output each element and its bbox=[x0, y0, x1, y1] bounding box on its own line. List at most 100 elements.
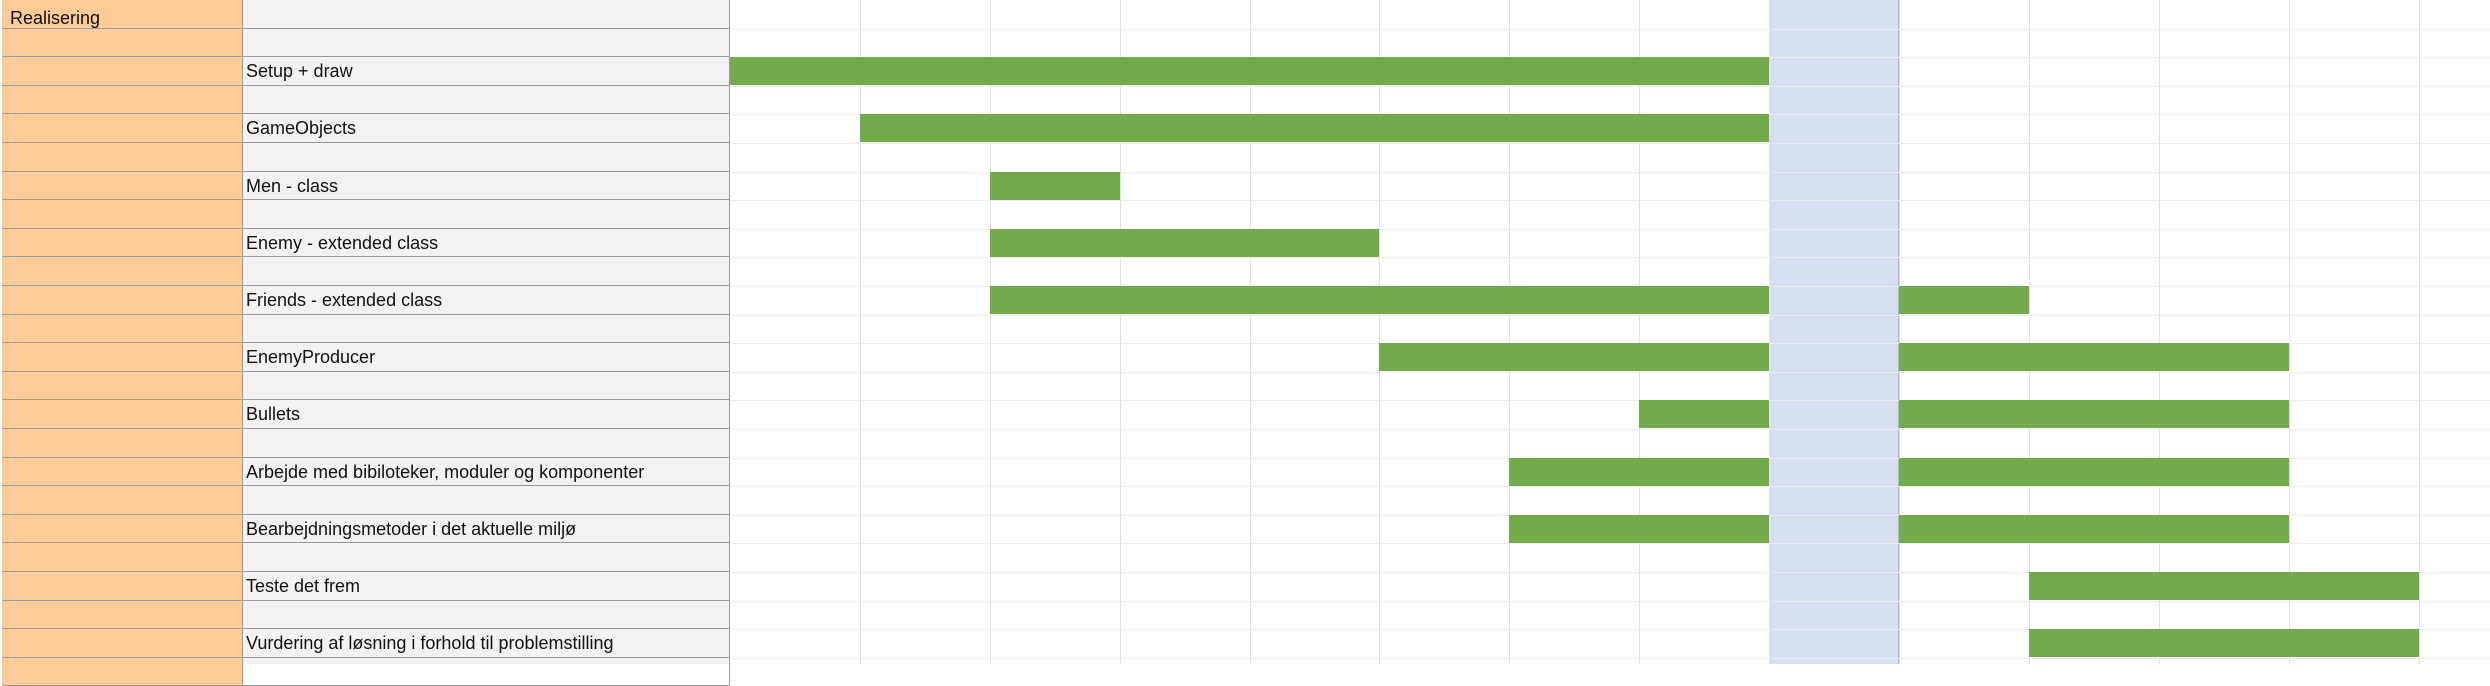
row-gridline bbox=[730, 171, 2490, 173]
gantt-bar[interactable] bbox=[1509, 457, 1770, 486]
row-gridline bbox=[730, 200, 2490, 202]
task-label: Vurdering af løsning i forhold til probl… bbox=[246, 633, 614, 654]
gantt-bar[interactable] bbox=[989, 286, 1770, 314]
row-gridline bbox=[730, 629, 2490, 631]
task-cell[interactable] bbox=[242, 486, 730, 515]
task-cell[interactable] bbox=[242, 171, 730, 201]
section-cell[interactable] bbox=[2, 572, 242, 601]
section-cell[interactable] bbox=[2, 257, 242, 286]
week-gridline bbox=[2158, 0, 2160, 664]
section-cell[interactable] bbox=[2, 143, 242, 172]
section-cell[interactable] bbox=[2, 57, 242, 86]
gantt-bar[interactable] bbox=[730, 57, 1770, 86]
task-cell[interactable] bbox=[242, 0, 730, 29]
section-cell[interactable] bbox=[2, 629, 242, 658]
gantt-timeline bbox=[730, 0, 2490, 664]
row-gridline bbox=[730, 228, 2490, 230]
row-gridline bbox=[730, 572, 2490, 573]
row-gridline bbox=[730, 400, 2490, 402]
section-cell[interactable] bbox=[2, 200, 242, 229]
task-label: Arbejde med bibiloteker, moduler og komp… bbox=[246, 461, 645, 482]
gantt-bar[interactable] bbox=[1639, 400, 1770, 429]
week-gridline bbox=[1119, 0, 1121, 664]
section-title: Realisering bbox=[10, 8, 101, 28]
task-cell[interactable] bbox=[242, 228, 730, 258]
section-cell[interactable] bbox=[2, 228, 242, 258]
section-cell[interactable] bbox=[2, 514, 242, 544]
task-cell[interactable] bbox=[242, 429, 730, 458]
gantt-bar[interactable] bbox=[1899, 343, 2289, 372]
gantt-bar[interactable] bbox=[859, 114, 1770, 143]
section-cell[interactable] bbox=[2, 400, 242, 429]
week-gridline bbox=[859, 0, 861, 664]
task-label: Teste det frem bbox=[246, 576, 361, 596]
row-gridline bbox=[730, 371, 2490, 373]
week-gridline bbox=[1249, 0, 1251, 664]
task-cell[interactable] bbox=[242, 200, 730, 229]
task-label-column: Setup + draw GameObjects Men - class Enemy … bbox=[242, 0, 730, 686]
gantt-bar[interactable] bbox=[989, 171, 1120, 200]
gantt-bar[interactable] bbox=[2028, 572, 2419, 600]
section-cell[interactable] bbox=[2, 457, 242, 487]
gantt-bar[interactable] bbox=[2028, 629, 2419, 658]
section-cell[interactable] bbox=[2, 657, 242, 686]
task-label: Friends - extended class bbox=[246, 290, 443, 310]
break-week-highlight bbox=[1769, 0, 1899, 664]
row-gridline bbox=[730, 486, 2490, 488]
task-label: EnemyProducer bbox=[246, 347, 376, 368]
gantt-bar[interactable] bbox=[1899, 457, 2289, 486]
gantt-bar[interactable] bbox=[1899, 286, 2029, 314]
section-cell[interactable] bbox=[2, 286, 242, 315]
section-cell[interactable] bbox=[2, 486, 242, 515]
row-gridline bbox=[730, 85, 2490, 87]
task-cell[interactable] bbox=[242, 400, 730, 429]
gantt-bar[interactable] bbox=[1379, 343, 1770, 372]
gantt-bar[interactable] bbox=[989, 228, 1380, 257]
week-gridline bbox=[1639, 0, 1641, 664]
task-cell[interactable] bbox=[242, 514, 730, 544]
task-cell[interactable] bbox=[242, 114, 730, 143]
section-cell[interactable] bbox=[2, 171, 242, 201]
section-cell[interactable] bbox=[2, 343, 242, 372]
task-cell[interactable] bbox=[242, 314, 730, 344]
section-cell[interactable] bbox=[2, 371, 242, 401]
task-cell[interactable] bbox=[242, 85, 730, 115]
task-cell[interactable] bbox=[242, 457, 730, 487]
section-cell[interactable] bbox=[2, 85, 242, 115]
section-cell[interactable] bbox=[2, 114, 242, 143]
row-gridline bbox=[730, 257, 2490, 259]
row-gridline bbox=[730, 314, 2490, 316]
section-cell[interactable] bbox=[2, 543, 242, 572]
task-cell[interactable] bbox=[242, 286, 730, 315]
section-cell[interactable] bbox=[2, 600, 242, 630]
section-cell[interactable] bbox=[2, 314, 242, 344]
task-label: GameObjects bbox=[246, 118, 357, 139]
task-cell[interactable] bbox=[242, 572, 730, 601]
task-cell[interactable] bbox=[242, 57, 730, 86]
task-cell[interactable] bbox=[242, 629, 730, 658]
task-cell[interactable] bbox=[242, 371, 730, 401]
task-cell[interactable] bbox=[242, 143, 730, 172]
task-label: Bearbejdningsmetoder i det aktuelle milj… bbox=[246, 518, 577, 539]
section-column: Realisering bbox=[2, 0, 242, 686]
section-cell[interactable] bbox=[2, 429, 242, 458]
row-gridline bbox=[730, 600, 2490, 602]
task-label: Men - class bbox=[246, 175, 339, 196]
row-gridline bbox=[730, 657, 2490, 659]
gantt-bar[interactable] bbox=[1899, 400, 2289, 429]
task-cell[interactable] bbox=[242, 257, 730, 286]
task-cell[interactable] bbox=[242, 657, 730, 686]
section-cell[interactable] bbox=[2, 28, 242, 58]
section-cell[interactable]: Realisering bbox=[2, 0, 242, 29]
row-gridline bbox=[730, 429, 2490, 430]
week-gridline bbox=[989, 0, 991, 664]
task-cell[interactable] bbox=[242, 343, 730, 372]
gantt-bar[interactable] bbox=[1899, 514, 2289, 543]
task-cell[interactable] bbox=[242, 600, 730, 630]
task-label: Enemy - extended class bbox=[246, 232, 439, 253]
task-cell[interactable] bbox=[242, 543, 730, 572]
gantt-bar[interactable] bbox=[1509, 514, 1770, 543]
row-gridline bbox=[730, 28, 2490, 30]
task-cell[interactable] bbox=[242, 28, 730, 58]
week-gridline bbox=[2028, 0, 2030, 664]
